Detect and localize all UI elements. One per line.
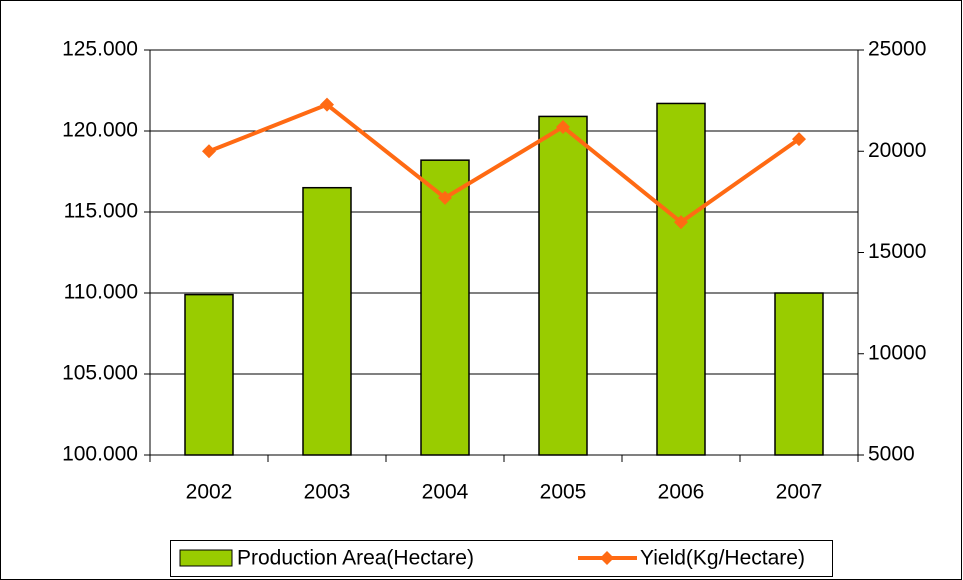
y-tick-label: 120.000 — [62, 119, 138, 142]
bar — [302, 186, 352, 456]
bar — [420, 159, 470, 456]
bar — [656, 102, 706, 456]
y-tick-label: 115.000 — [64, 200, 138, 223]
y-tick-label: 100.000 — [62, 443, 138, 466]
bar — [538, 115, 588, 456]
y-tick-label: 110.000 — [64, 281, 138, 304]
y-tick-label: 105.000 — [62, 362, 138, 385]
bar — [184, 293, 234, 456]
legend-swatch — [179, 549, 233, 567]
marker — [674, 215, 688, 230]
y2-tick-label: 25000 — [868, 38, 926, 61]
y2-tick-label: 20000 — [868, 139, 926, 162]
legend-label: Yield(Kg/Hectare) — [640, 547, 805, 570]
line — [208, 102, 801, 225]
bar — [774, 292, 824, 456]
legend-swatch — [600, 551, 614, 565]
y2-tick-label: 15000 — [868, 240, 926, 263]
legend-box — [170, 540, 833, 577]
marker — [792, 132, 806, 147]
x-tick-label: 2007 — [776, 481, 823, 504]
x-tick-label: 2006 — [658, 481, 705, 504]
x-tick-label: 2004 — [422, 481, 469, 504]
y2-tick-label: 10000 — [868, 341, 926, 364]
legend-label: Production Area(Hectare) — [237, 547, 474, 570]
x-tick-label: 2003 — [304, 481, 351, 504]
y2-tick-label: 5000 — [868, 443, 915, 466]
marker — [556, 119, 570, 134]
x-tick-label: 2002 — [186, 481, 233, 504]
x-tick-label: 2005 — [540, 481, 587, 504]
marker — [320, 97, 334, 112]
marker — [202, 144, 216, 159]
y-tick-label: 125.000 — [62, 38, 138, 61]
marker — [438, 190, 452, 205]
